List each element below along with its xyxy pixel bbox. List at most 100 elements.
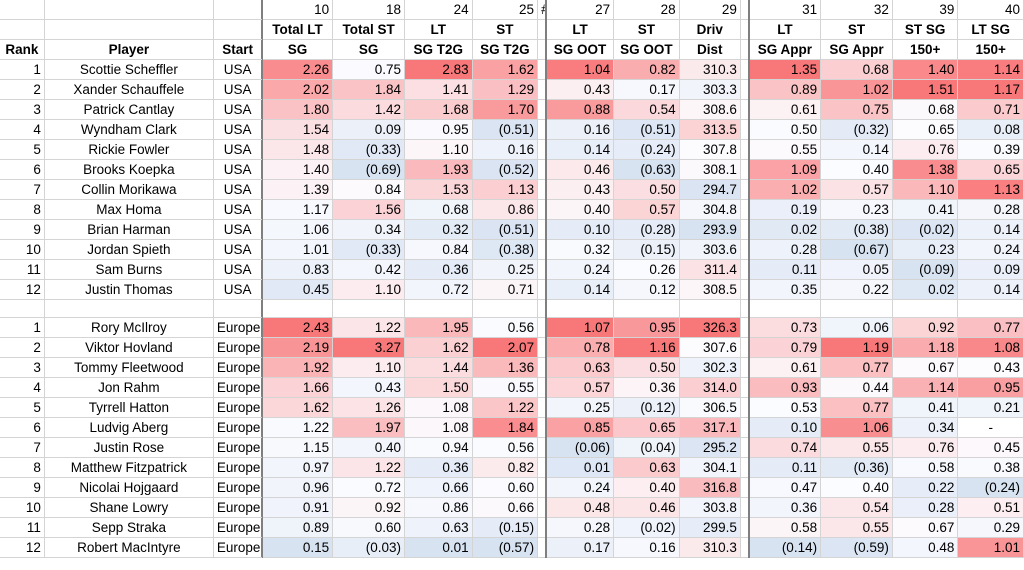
blank-cell[interactable] <box>740 457 750 478</box>
blank-cell[interactable] <box>740 79 750 100</box>
header-cell[interactable]: SG T2G <box>404 39 473 60</box>
stat-cell[interactable]: 302.3 <box>679 357 741 378</box>
stat-cell[interactable]: (0.67) <box>820 239 893 260</box>
player-cell[interactable]: Rory McIlroy <box>44 317 214 338</box>
blank-cell[interactable] <box>740 259 750 280</box>
stat-cell[interactable]: 0.23 <box>820 199 893 220</box>
start-cell[interactable]: Europe <box>213 337 263 358</box>
stat-cell[interactable]: 0.14 <box>957 279 1024 300</box>
stat-cell[interactable]: 1.19 <box>820 337 893 358</box>
start-cell[interactable]: USA <box>213 79 263 100</box>
blank-cell[interactable] <box>740 179 750 200</box>
blank-cell[interactable] <box>740 279 750 300</box>
stat-cell[interactable]: 299.5 <box>679 517 741 538</box>
stat-cell[interactable]: 0.86 <box>472 199 539 220</box>
stat-cell[interactable]: 0.51 <box>957 497 1024 518</box>
blank-cell[interactable] <box>740 437 750 458</box>
stat-cell[interactable]: 1.84 <box>332 79 405 100</box>
header-cell[interactable]: Total LT <box>260 19 334 40</box>
stat-cell[interactable]: 0.94 <box>404 437 473 458</box>
stat-cell[interactable]: 0.21 <box>957 397 1024 418</box>
blank-cell[interactable] <box>740 397 750 418</box>
stat-cell[interactable]: 0.82 <box>472 457 539 478</box>
header-cell[interactable] <box>44 19 214 40</box>
stat-cell[interactable]: 303.3 <box>679 79 741 100</box>
stat-cell[interactable]: (0.24) <box>957 477 1024 498</box>
stat-cell[interactable]: 1.17 <box>957 79 1024 100</box>
blank-cell[interactable] <box>537 119 547 140</box>
stat-cell[interactable]: 0.79 <box>747 337 822 358</box>
stat-cell[interactable]: 1.17 <box>260 199 334 220</box>
start-cell[interactable]: USA <box>213 179 263 200</box>
player-cell[interactable]: Collin Morikawa <box>44 179 214 200</box>
player-cell[interactable]: Robert MacIntyre <box>44 537 214 558</box>
rank-cell[interactable]: 10 <box>0 497 45 518</box>
stat-cell[interactable]: 314.0 <box>679 377 741 398</box>
stat-cell[interactable]: 313.5 <box>679 119 741 140</box>
stat-cell[interactable]: 294.7 <box>679 179 741 200</box>
rank-cell[interactable]: 5 <box>0 397 45 418</box>
header-cell[interactable]: 25 <box>472 0 539 20</box>
blank-cell[interactable] <box>537 59 547 80</box>
stat-cell[interactable]: 0.55 <box>747 139 822 160</box>
stat-cell[interactable]: 0.86 <box>404 497 473 518</box>
header-cell[interactable]: 40 <box>957 0 1024 20</box>
stat-cell[interactable]: 1.22 <box>260 417 334 438</box>
stat-cell[interactable]: 0.40 <box>820 159 893 180</box>
start-cell[interactable]: Europe <box>213 357 263 378</box>
stat-cell[interactable]: 1.44 <box>404 357 473 378</box>
blank-cell[interactable] <box>260 299 334 318</box>
stat-cell[interactable]: 0.93 <box>747 377 822 398</box>
stat-cell[interactable]: 0.76 <box>892 139 959 160</box>
stat-cell[interactable]: 0.09 <box>957 259 1024 280</box>
start-cell[interactable]: USA <box>213 159 263 180</box>
blank-cell[interactable] <box>537 437 547 458</box>
stat-cell[interactable]: 0.17 <box>613 79 680 100</box>
stat-cell[interactable]: 0.55 <box>820 517 893 538</box>
stat-cell[interactable]: 0.68 <box>820 59 893 80</box>
stat-cell[interactable]: 0.74 <box>747 437 822 458</box>
header-cell[interactable] <box>537 39 547 60</box>
stat-cell[interactable]: 0.95 <box>404 119 473 140</box>
stat-cell[interactable]: 1.70 <box>472 99 539 120</box>
blank-cell[interactable] <box>740 417 750 438</box>
stat-cell[interactable]: (0.52) <box>472 159 539 180</box>
stat-cell[interactable]: 1.08 <box>404 417 473 438</box>
stat-cell[interactable]: 0.42 <box>332 259 405 280</box>
stat-cell[interactable]: 0.28 <box>747 239 822 260</box>
stat-cell[interactable]: 0.40 <box>545 199 615 220</box>
stat-cell[interactable]: 317.1 <box>679 417 741 438</box>
stat-cell[interactable]: (0.04) <box>613 437 680 458</box>
stat-cell[interactable]: (0.57) <box>472 537 539 558</box>
blank-cell[interactable] <box>537 317 547 338</box>
stat-cell[interactable]: 0.32 <box>545 239 615 260</box>
stat-cell[interactable]: 1.22 <box>332 457 405 478</box>
rank-cell[interactable]: 1 <box>0 317 45 338</box>
stat-cell[interactable]: (0.51) <box>472 119 539 140</box>
stat-cell[interactable]: 1.40 <box>892 59 959 80</box>
stat-cell[interactable]: 0.77 <box>820 357 893 378</box>
stat-cell[interactable]: 0.46 <box>613 497 680 518</box>
stat-cell[interactable]: 1.10 <box>892 179 959 200</box>
stat-cell[interactable]: 0.01 <box>545 457 615 478</box>
stat-cell[interactable]: 0.60 <box>332 517 405 538</box>
rank-cell[interactable]: 1 <box>0 59 45 80</box>
stat-cell[interactable]: 1.08 <box>957 337 1024 358</box>
blank-cell[interactable] <box>537 279 547 300</box>
stat-cell[interactable]: (0.15) <box>613 239 680 260</box>
stat-cell[interactable]: (0.12) <box>613 397 680 418</box>
stat-cell[interactable]: (0.63) <box>613 159 680 180</box>
stat-cell[interactable]: 0.14 <box>820 139 893 160</box>
stat-cell[interactable]: 1.13 <box>472 179 539 200</box>
stat-cell[interactable]: 0.65 <box>892 119 959 140</box>
stat-cell[interactable]: 0.02 <box>892 279 959 300</box>
stat-cell[interactable]: 1.02 <box>747 179 822 200</box>
stat-cell[interactable]: 0.29 <box>957 517 1024 538</box>
blank-cell[interactable] <box>537 239 547 260</box>
stat-cell[interactable]: 0.71 <box>472 279 539 300</box>
blank-cell[interactable] <box>537 299 547 318</box>
stat-cell[interactable]: 0.38 <box>957 457 1024 478</box>
stat-cell[interactable]: 1.66 <box>260 377 334 398</box>
stat-cell[interactable]: 0.58 <box>747 517 822 538</box>
stat-cell[interactable]: 0.24 <box>545 259 615 280</box>
